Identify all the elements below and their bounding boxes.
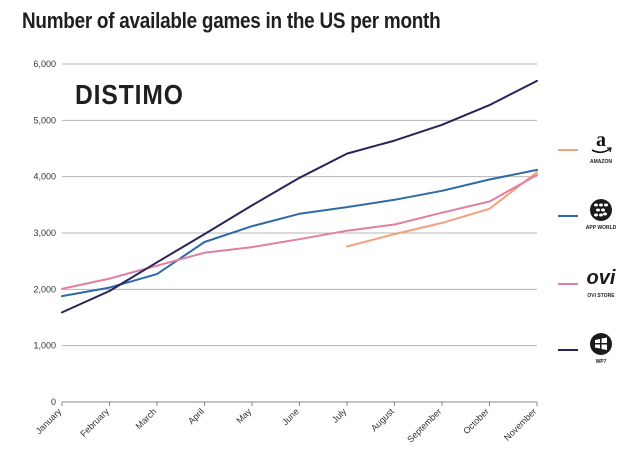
x-tick-label: January bbox=[34, 406, 64, 436]
legend-label: WP7 bbox=[596, 359, 607, 365]
series-line-app-world bbox=[61, 168, 538, 298]
x-tick-label: February bbox=[78, 406, 111, 439]
series-lines bbox=[61, 79, 538, 314]
blackberry-logo-icon bbox=[590, 199, 612, 221]
x-tick-label: September bbox=[405, 406, 443, 444]
x-tick-label: August bbox=[369, 406, 396, 433]
chart-title: Number of available games in the US per … bbox=[22, 8, 441, 33]
distimo-watermark: DISTIMO bbox=[75, 79, 184, 111]
legend: a AMAZON APP WORLD ovi OVI STORE WP7 bbox=[558, 129, 617, 365]
svg-text:a: a bbox=[596, 129, 606, 151]
svg-text:ovi: ovi bbox=[587, 267, 616, 289]
x-tick-label: June bbox=[280, 406, 301, 427]
series-line-wp7 bbox=[61, 79, 538, 314]
gridlines bbox=[62, 63, 537, 403]
x-tick-label: April bbox=[186, 406, 206, 426]
amazon-logo-icon: a bbox=[591, 129, 612, 154]
legend-label: AMAZON bbox=[590, 159, 612, 165]
x-tick-label: March bbox=[134, 406, 159, 431]
y-tick-label: 1,000 bbox=[33, 341, 56, 351]
windows-logo-icon bbox=[590, 333, 612, 355]
series-line-ovi-store bbox=[61, 174, 538, 290]
x-tick-label: July bbox=[330, 406, 349, 425]
x-tick-label: May bbox=[234, 406, 253, 425]
y-tick-label: 5,000 bbox=[33, 115, 56, 125]
y-tick-label: 6,000 bbox=[33, 59, 56, 69]
y-tick-label: 4,000 bbox=[33, 172, 56, 182]
series-line-amazon bbox=[346, 171, 538, 248]
y-axis: 0 1,000 2,000 3,000 4,000 5,000 6,000 bbox=[33, 59, 56, 407]
y-tick-label: 3,000 bbox=[33, 228, 56, 238]
x-axis: January February March April May June July Augu… bbox=[34, 402, 538, 445]
x-tick-label: November bbox=[502, 406, 538, 442]
legend-label: OVI STORE bbox=[587, 293, 615, 299]
ovi-logo-icon: ovi bbox=[587, 267, 616, 289]
legend-label: APP WORLD bbox=[586, 225, 617, 231]
x-tick-label: October bbox=[461, 406, 491, 436]
y-tick-label: 0 bbox=[51, 397, 56, 407]
y-tick-label: 2,000 bbox=[33, 284, 56, 294]
